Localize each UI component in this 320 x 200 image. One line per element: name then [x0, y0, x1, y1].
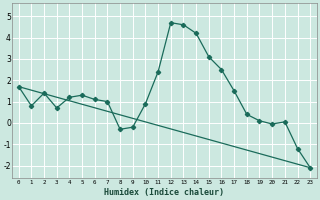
- X-axis label: Humidex (Indice chaleur): Humidex (Indice chaleur): [104, 188, 224, 197]
